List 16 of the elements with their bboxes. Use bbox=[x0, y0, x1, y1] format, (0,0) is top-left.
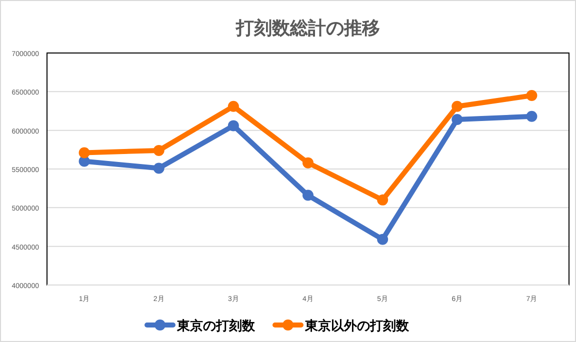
point bbox=[228, 120, 239, 132]
point bbox=[452, 100, 463, 112]
point bbox=[153, 144, 164, 156]
point bbox=[526, 110, 538, 122]
point bbox=[228, 100, 239, 112]
title: 打刻数総計の推移 bbox=[236, 18, 380, 38]
point bbox=[377, 234, 388, 245]
point bbox=[302, 190, 314, 201]
point bbox=[452, 114, 463, 126]
point bbox=[78, 147, 90, 158]
point bbox=[377, 194, 388, 206]
legend-label: 東京の打刻数 bbox=[176, 318, 256, 333]
point bbox=[526, 90, 538, 102]
point bbox=[302, 157, 314, 168]
point bbox=[153, 162, 164, 174]
legend-label: 東京以外の打刻数 bbox=[304, 318, 410, 333]
